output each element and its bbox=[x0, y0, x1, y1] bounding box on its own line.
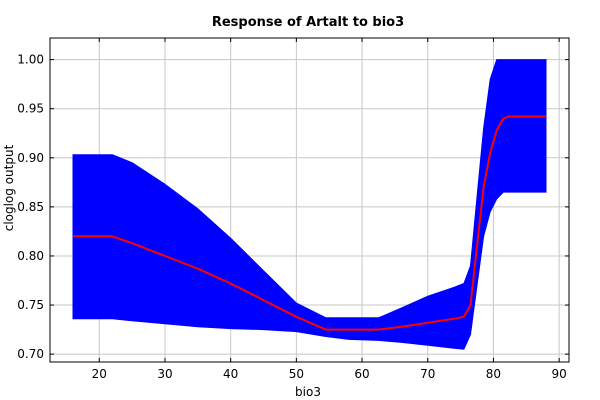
confidence-band bbox=[72, 59, 547, 350]
x-tick-label: 30 bbox=[157, 367, 172, 381]
x-tick-label: 40 bbox=[223, 367, 238, 381]
axes bbox=[49, 37, 570, 363]
y-tick-label: 0.75 bbox=[17, 298, 44, 312]
y-tick-label: 0.85 bbox=[17, 200, 44, 214]
y-tick-label: 0.70 bbox=[17, 347, 44, 361]
x-tick-label: 90 bbox=[552, 367, 567, 381]
plot-frame bbox=[49, 37, 570, 363]
y-tick-label: 1.00 bbox=[17, 53, 44, 67]
y-tick-label: 0.80 bbox=[17, 249, 44, 263]
x-tick-label: 60 bbox=[354, 367, 369, 381]
y-axis-label: cloglog output bbox=[2, 144, 16, 231]
tick-labels: 20 30 40 50 60 70 80 90 0.70 0.75 0.80 0.85 0.90 0.95… bbox=[17, 53, 567, 381]
x-axis-label: bio3 bbox=[295, 385, 321, 399]
x-tick-label: 20 bbox=[92, 367, 107, 381]
response-line bbox=[73, 115, 546, 331]
x-tick-label: 70 bbox=[420, 367, 435, 381]
x-tick-label: 50 bbox=[289, 367, 304, 381]
y-tick-label: 0.90 bbox=[17, 151, 44, 165]
y-tick-label: 0.95 bbox=[17, 102, 44, 116]
confidence-band-layer bbox=[72, 59, 547, 350]
x-tick-label: 80 bbox=[486, 367, 501, 381]
response-line-layer bbox=[73, 115, 546, 331]
chart-title: Response of Artalt to bio3 bbox=[212, 15, 404, 30]
